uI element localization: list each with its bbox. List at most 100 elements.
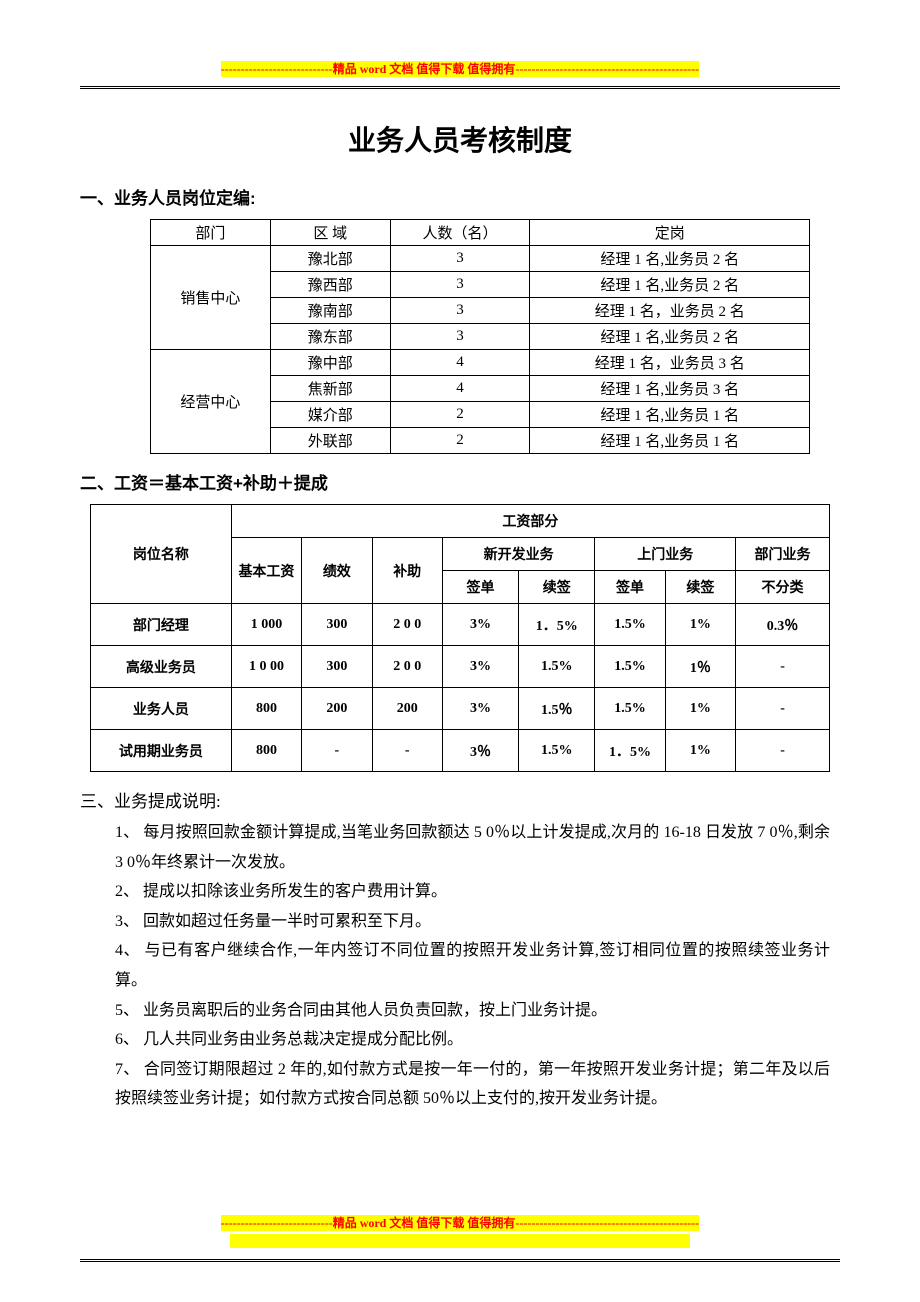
assign-cell: 经理 1 名,业务员 1 名	[530, 402, 810, 428]
ds-cell: 1.5%	[595, 646, 665, 688]
region-cell: 焦新部	[270, 376, 390, 402]
region-cell: 豫东部	[270, 324, 390, 350]
dept-cell: 销售中心	[151, 246, 271, 350]
section2-header: 二、工资＝基本工资+补助＋提成	[80, 469, 840, 494]
item: 4、 与已有客户继续合作,一年内签订不同位置的按照开发业务计算,签订相同位置的按…	[115, 936, 830, 995]
allow-cell: 2 0 0	[372, 646, 442, 688]
region-cell: 豫中部	[270, 350, 390, 376]
dept-cell: 0.3％	[736, 604, 830, 646]
salary-row: 高级业务员 1 0 00 300 2 0 0 3% 1.5% 1.5% 1％ -	[91, 646, 830, 688]
salary-row: 业务人员 800 200 200 3% 1.5％ 1.5% 1% -	[91, 688, 830, 730]
nr-cell: 1.5%	[519, 730, 595, 772]
assign-cell: 经理 1 名,业务员 3 名	[530, 376, 810, 402]
dept-cell: -	[736, 646, 830, 688]
ns-cell: 3%	[442, 604, 518, 646]
count-cell: 3	[390, 272, 530, 298]
allow-cell: 2 0 0	[372, 604, 442, 646]
col-perf: 绩效	[302, 538, 372, 604]
section3-header: 三、业务提成说明:	[80, 787, 840, 812]
dept-cell: -	[736, 688, 830, 730]
assign-cell: 经理 1 名,业务员 1 名	[530, 428, 810, 454]
count-cell: 3	[390, 324, 530, 350]
ds-cell: 1．5%	[595, 730, 665, 772]
dr-cell: 1%	[665, 730, 735, 772]
base-cell: 1 0 00	[231, 646, 301, 688]
count-cell: 3	[390, 246, 530, 272]
base-cell: 800	[231, 688, 301, 730]
header-row-1: 岗位名称 工资部分	[91, 505, 830, 538]
count-cell: 4	[390, 376, 530, 402]
nr-cell: 1．5%	[519, 604, 595, 646]
col-sign: 签单	[595, 571, 665, 604]
dr-cell: 1％	[665, 646, 735, 688]
region-cell: 豫北部	[270, 246, 390, 272]
pos-cell: 业务人员	[91, 688, 232, 730]
doc-title: 业务人员考核制度	[80, 119, 840, 159]
pos-cell: 试用期业务员	[91, 730, 232, 772]
base-cell: 800	[231, 730, 301, 772]
section1-header: 一、业务人员岗位定编:	[80, 184, 840, 209]
count-cell: 3	[390, 298, 530, 324]
table-row: 销售中心 豫北部 3 经理 1 名,业务员 2 名	[151, 246, 810, 272]
item: 1、 每月按照回款金额计算提成,当笔业务回款额达 5 0％以上计发提成,次月的 …	[115, 818, 830, 877]
top-rule	[80, 86, 840, 89]
footer-text: ----------------------------精品 word 文档 值…	[221, 1215, 699, 1231]
col-position: 岗位名称	[91, 505, 232, 604]
col-assign: 定岗	[530, 220, 810, 246]
dept-cell: 经营中心	[151, 350, 271, 454]
staffing-table: 部门 区 域 人数（名） 定岗 销售中心 豫北部 3 经理 1 名,业务员 2 …	[150, 219, 810, 454]
salary-row: 试用期业务员 800 - - 3％ 1.5% 1．5% 1% -	[91, 730, 830, 772]
region-cell: 媒介部	[270, 402, 390, 428]
count-cell: 2	[390, 402, 530, 428]
table-header-row: 部门 区 域 人数（名） 定岗	[151, 220, 810, 246]
region-cell: 豫西部	[270, 272, 390, 298]
pos-cell: 部门经理	[91, 604, 232, 646]
base-cell: 1 000	[231, 604, 301, 646]
ns-cell: 3%	[442, 688, 518, 730]
table-row: 经营中心 豫中部 4 经理 1 名，业务员 3 名	[151, 350, 810, 376]
salary-row: 部门经理 1 000 300 2 0 0 3% 1．5% 1.5% 1% 0.3…	[91, 604, 830, 646]
col-base: 基本工资	[231, 538, 301, 604]
perf-cell: -	[302, 730, 372, 772]
bottom-rule	[80, 1259, 840, 1262]
col-sign: 签单	[442, 571, 518, 604]
dr-cell: 1%	[665, 688, 735, 730]
item: 7、 合同签订期限超过 2 年的,如付款方式是按一年一付的，第一年按照开发业务计…	[115, 1055, 830, 1114]
ns-cell: 3％	[442, 730, 518, 772]
col-door: 上门业务	[595, 538, 736, 571]
banner-text: ----------------------------精品 word 文档 值…	[221, 61, 699, 77]
footer-banner: ----------------------------精品 word 文档 值…	[80, 1214, 840, 1262]
col-dept: 部门	[151, 220, 271, 246]
assign-cell: 经理 1 名,业务员 2 名	[530, 246, 810, 272]
count-cell: 2	[390, 428, 530, 454]
col-count: 人数（名）	[390, 220, 530, 246]
header-banner: ----------------------------精品 word 文档 值…	[80, 60, 840, 78]
pos-cell: 高级业务员	[91, 646, 232, 688]
assign-cell: 经理 1 名,业务员 2 名	[530, 272, 810, 298]
item: 5、 业务员离职后的业务合同由其他人员负责回款，按上门业务计提。	[115, 996, 830, 1026]
ds-cell: 1.5%	[595, 604, 665, 646]
nr-cell: 1.5％	[519, 688, 595, 730]
assign-cell: 经理 1 名，业务员 2 名	[530, 298, 810, 324]
count-cell: 4	[390, 350, 530, 376]
perf-cell: 200	[302, 688, 372, 730]
salary-table: 岗位名称 工资部分 基本工资 绩效 补助 新开发业务 上门业务 部门业务 签单 …	[90, 504, 830, 772]
region-cell: 外联部	[270, 428, 390, 454]
ds-cell: 1.5%	[595, 688, 665, 730]
ns-cell: 3%	[442, 646, 518, 688]
item: 3、 回款如超过任务量一半时可累积至下月。	[115, 907, 830, 937]
allow-cell: 200	[372, 688, 442, 730]
col-region: 区 域	[270, 220, 390, 246]
allow-cell: -	[372, 730, 442, 772]
col-allow: 补助	[372, 538, 442, 604]
assign-cell: 经理 1 名,业务员 2 名	[530, 324, 810, 350]
col-renew: 续签	[665, 571, 735, 604]
col-noclass: 不分类	[736, 571, 830, 604]
section3-content: 1、 每月按照回款金额计算提成,当笔业务回款额达 5 0％以上计发提成,次月的 …	[115, 818, 830, 1114]
item: 2、 提成以扣除该业务所发生的客户费用计算。	[115, 877, 830, 907]
footer-highlight	[230, 1234, 690, 1248]
col-salary-parts: 工资部分	[231, 505, 829, 538]
assign-cell: 经理 1 名，业务员 3 名	[530, 350, 810, 376]
nr-cell: 1.5%	[519, 646, 595, 688]
region-cell: 豫南部	[270, 298, 390, 324]
